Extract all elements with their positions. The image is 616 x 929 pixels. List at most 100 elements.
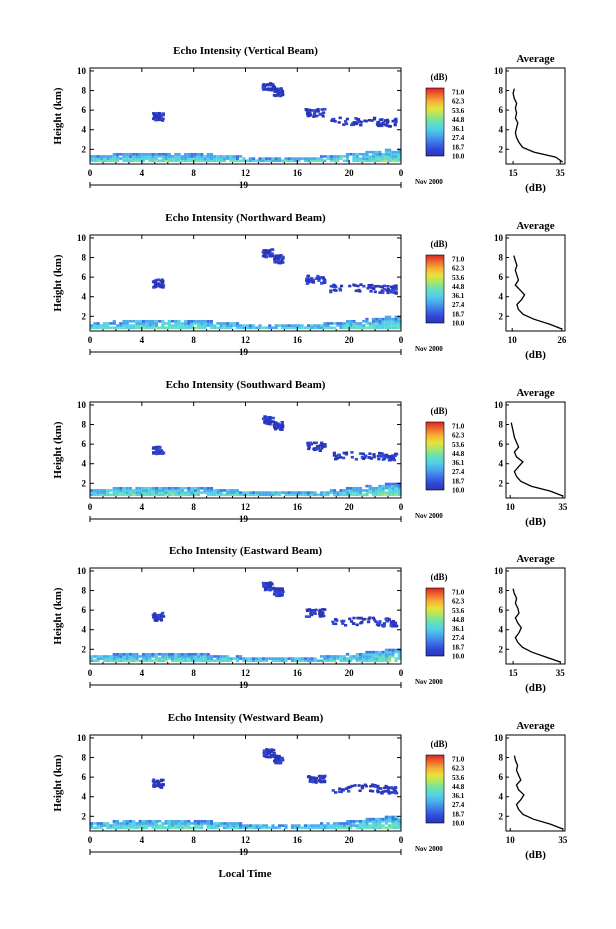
echo-cell: [336, 655, 340, 658]
echo-cell: [316, 107, 320, 111]
echo-cell: [122, 819, 126, 823]
echo-cell: [365, 493, 369, 497]
echo-cell: [268, 585, 273, 589]
echo-cell: [316, 824, 320, 827]
echo-cell: [132, 491, 136, 494]
echo-cell: [384, 650, 389, 654]
echo-cell: [151, 493, 155, 497]
echo-cell: [235, 493, 239, 497]
echo-cell: [222, 489, 227, 492]
echo-cell: [261, 491, 265, 494]
echo-cell: [222, 326, 227, 330]
echo-cell: [365, 155, 369, 158]
echo-cell: [294, 491, 298, 494]
echo-cell: [307, 157, 311, 160]
echo-cell: [157, 118, 161, 122]
echo-cell: [161, 826, 165, 830]
echo-cell: [365, 491, 369, 494]
echo-cell: [128, 486, 133, 490]
echo-cell: [119, 826, 123, 830]
echo-cell: [206, 489, 210, 492]
echo-cell: [389, 620, 393, 624]
echo-cell: [303, 159, 308, 163]
echo-cell: [177, 486, 181, 490]
echo-cell: [138, 826, 142, 830]
echo-cell: [358, 657, 363, 660]
colorbar-tick-label: 10.0: [452, 320, 465, 328]
y-tick-label: 2: [82, 144, 87, 154]
echo-cell: [245, 493, 249, 497]
echo-cell: [397, 657, 401, 660]
echo-cell: [190, 655, 194, 658]
echo-cell: [135, 489, 139, 492]
echo-cell: [128, 657, 133, 660]
echo-cell: [261, 251, 265, 254]
echo-cell: [294, 326, 298, 330]
echo-cell: [122, 159, 126, 163]
echo-cell: [174, 655, 178, 658]
echo-cell: [177, 159, 181, 163]
echo-cell: [312, 113, 317, 116]
echo-cell: [339, 322, 343, 325]
echo-cell: [187, 152, 191, 156]
x-tick-label: 16: [293, 502, 303, 512]
echo-cell: [305, 279, 309, 282]
echo-cell: [371, 824, 376, 827]
echo-cell: [161, 159, 165, 163]
echo-cell: [368, 819, 372, 823]
average-y-tick-label: 8: [499, 753, 504, 763]
echo-cell: [287, 491, 291, 494]
echo-cell: [138, 157, 142, 160]
echo-cell: [336, 453, 341, 457]
echo-cell: [326, 826, 330, 830]
panel-title: Echo Intensity (Southward Beam): [166, 379, 326, 391]
echo-cell: [375, 322, 379, 325]
echo-cell: [349, 152, 353, 156]
echo-cell: [109, 155, 113, 158]
echo-cell: [290, 326, 295, 330]
echo-cell: [155, 285, 159, 288]
echo-cell: [352, 489, 356, 492]
echo-cell: [125, 326, 129, 330]
echo-cell: [209, 824, 214, 827]
y-tick-label: 10: [77, 566, 87, 576]
echo-cell: [106, 657, 110, 660]
echo-cell: [183, 491, 188, 494]
echo-cell: [268, 159, 272, 163]
echo-cell: [381, 122, 385, 126]
echo-cell: [158, 491, 162, 494]
echo-cell: [164, 652, 168, 656]
echo-cell: [135, 486, 139, 490]
echo-cell: [151, 489, 155, 492]
echo-cell: [300, 326, 304, 330]
echo-cell: [290, 324, 295, 327]
x-tick-label: 16: [293, 168, 303, 178]
echo-cell: [323, 322, 327, 325]
echo-cell: [167, 652, 171, 656]
echo-cell: [271, 824, 275, 827]
echo-cell: [268, 493, 272, 497]
echo-cell: [336, 155, 340, 158]
echo-cell: [267, 250, 272, 254]
echo-cell: [239, 159, 243, 163]
echo-cell: [290, 493, 295, 497]
colorbar-tick-label: 18.7: [452, 643, 465, 651]
echo-cell: [102, 659, 107, 663]
echo-cell: [216, 824, 220, 827]
echo-cell: [183, 322, 188, 325]
echo-cell: [368, 824, 372, 827]
echo-cell: [339, 489, 343, 492]
echo-cell: [235, 659, 239, 663]
echo-cell: [115, 826, 120, 830]
echo-cell: [160, 613, 164, 616]
echo-cell: [128, 659, 133, 663]
echo-cell: [138, 322, 142, 325]
echo-cell: [384, 317, 389, 321]
echo-cell: [125, 155, 129, 158]
echo-cell: [360, 786, 364, 790]
echo-cell: [190, 826, 194, 830]
echo-cell: [232, 324, 236, 327]
echo-cell: [164, 491, 168, 494]
echo-cell: [261, 824, 265, 827]
echo-cell: [161, 152, 165, 156]
